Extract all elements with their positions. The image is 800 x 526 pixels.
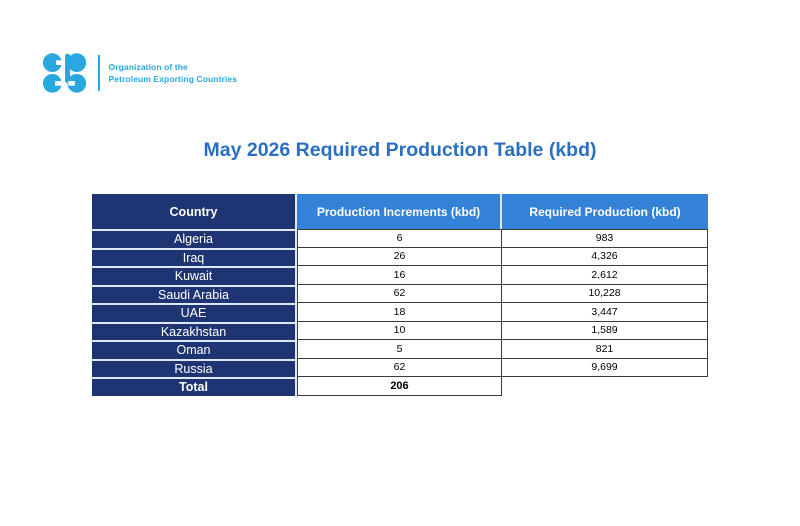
country-cell: Saudi Arabia xyxy=(92,284,297,303)
required-cell: 1,589 xyxy=(502,321,708,340)
country-cell: Oman xyxy=(92,340,297,359)
increments-cell: 6 xyxy=(297,229,502,248)
page-title: May 2026 Required Production Table (kbd) xyxy=(203,139,597,161)
country-cell: UAE xyxy=(92,303,297,322)
table-header-row: Country Production Increments (kbd) Requ… xyxy=(92,194,708,229)
table-row: Kuwait 16 2,612 xyxy=(92,266,708,285)
increments-cell: 5 xyxy=(297,340,502,359)
table-row: Algeria 6 983 xyxy=(92,229,708,248)
required-cell: 2,612 xyxy=(502,266,708,285)
column-header-country: Country xyxy=(92,194,297,229)
brand-divider xyxy=(98,55,100,91)
production-table: Country Production Increments (kbd) Requ… xyxy=(92,194,708,396)
column-header-required: Required Production (kbd) xyxy=(502,194,708,229)
table-body: Algeria 6 983 Iraq 26 4,326 Kuwait 16 2,612 Saudi… xyxy=(92,229,708,377)
required-cell: 3,447 xyxy=(502,303,708,322)
increments-cell: 62 xyxy=(297,358,502,377)
table-row: UAE 18 3,447 xyxy=(92,303,708,322)
total-label-cell: Total xyxy=(92,377,297,396)
total-required-empty-cell xyxy=(502,377,708,396)
country-cell: Russia xyxy=(92,358,297,377)
country-cell: Iraq xyxy=(92,247,297,266)
increments-cell: 10 xyxy=(297,321,502,340)
org-name-line1: Organization of the xyxy=(108,61,188,72)
table-row: Saudi Arabia 62 10,228 xyxy=(92,284,708,303)
country-cell: Kuwait xyxy=(92,266,297,285)
opec-logo-icon xyxy=(42,52,89,94)
total-increments-cell: 206 xyxy=(297,377,502,396)
table-row: Russia 62 9,699 xyxy=(92,358,708,377)
table-row: Kazakhstan 10 1,589 xyxy=(92,321,708,340)
required-cell: 821 xyxy=(502,340,708,359)
country-cell: Kazakhstan xyxy=(92,321,297,340)
increments-cell: 16 xyxy=(297,266,502,285)
required-cell: 4,326 xyxy=(502,247,708,266)
table-row: Oman 5 821 xyxy=(92,340,708,359)
increments-cell: 26 xyxy=(297,247,502,266)
required-cell: 9,699 xyxy=(502,358,708,377)
increments-cell: 62 xyxy=(297,284,502,303)
org-name: Organization of the Petroleum Exporting … xyxy=(109,61,238,86)
table-row: Iraq 26 4,326 xyxy=(92,247,708,266)
column-header-increments: Production Increments (kbd) xyxy=(297,194,502,229)
required-cell: 983 xyxy=(502,229,708,248)
increments-cell: 18 xyxy=(297,303,502,322)
opec-brand-header: Organization of the Petroleum Exporting … xyxy=(42,52,237,94)
country-cell: Algeria xyxy=(92,229,297,248)
required-cell: 10,228 xyxy=(502,284,708,303)
org-name-line2: Petroleum Exporting Countries xyxy=(108,74,238,84)
table-total-row: Total 206 xyxy=(92,377,708,396)
